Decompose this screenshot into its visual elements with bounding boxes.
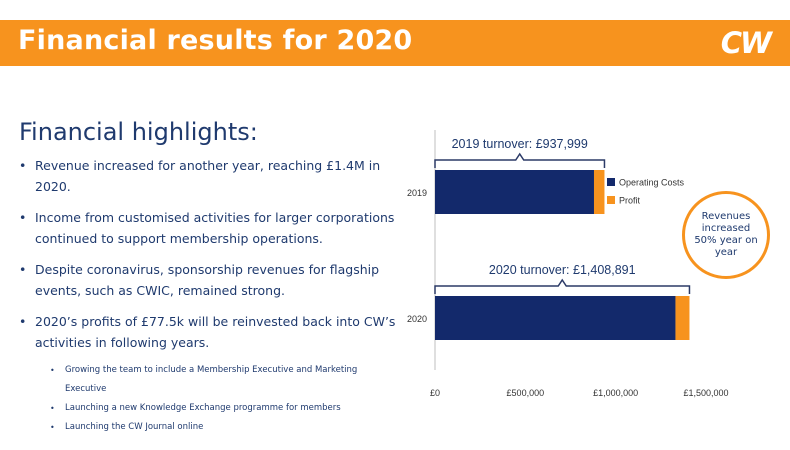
growth-callout-text: Revenues increased 50% year on year xyxy=(694,211,758,258)
highlights-title: Financial highlights: xyxy=(19,118,258,146)
bar-2019-profit xyxy=(593,170,605,214)
reinvestment-item: Growing the team to include a Membership… xyxy=(17,361,397,399)
highlight-bullet: Income from customised activities for la… xyxy=(17,207,397,249)
legend-label-operating-costs: Operating Costs xyxy=(619,178,685,188)
reinvestment-list: Growing the team to include a Membership… xyxy=(17,361,397,437)
highlight-bullet: 2020’s profits of £77.5k will be reinves… xyxy=(17,311,397,353)
bar-2020-operating-costs xyxy=(435,296,676,340)
bar-2020-profit xyxy=(675,296,690,340)
category-label-2019: 2019 xyxy=(407,188,427,198)
x-tick-label: £0 xyxy=(430,388,440,398)
turnover-annotation-2020: 2020 turnover: £1,408,891 xyxy=(489,263,636,277)
turnover-bracket-2020 xyxy=(434,278,691,294)
x-tick-label: £1,500,000 xyxy=(683,388,728,398)
highlights-list: Revenue increased for another year, reac… xyxy=(17,155,397,437)
legend-swatch-profit xyxy=(607,196,615,204)
turnover-annotation-2019: 2019 turnover: £937,999 xyxy=(452,137,588,151)
category-label-2020: 2020 xyxy=(407,314,427,324)
turnover-bracket-2019 xyxy=(434,152,606,168)
legend-swatch-operating-costs xyxy=(607,178,615,186)
legend-label-profit: Profit xyxy=(619,196,641,206)
x-tick-label: £500,000 xyxy=(507,388,545,398)
reinvestment-item: Launching the CW Journal online xyxy=(17,418,397,437)
cw-logo: CW xyxy=(720,26,772,60)
bar-2019-operating-costs xyxy=(435,170,594,214)
growth-callout: Revenues increased 50% year on year xyxy=(682,191,770,279)
x-tick-label: £1,000,000 xyxy=(593,388,638,398)
header-bar: Financial results for 2020 CW xyxy=(0,20,790,66)
highlight-bullet: Revenue increased for another year, reac… xyxy=(17,155,397,197)
page-title: Financial results for 2020 xyxy=(18,25,413,56)
highlight-bullet: Despite coronavirus, sponsorship revenue… xyxy=(17,259,397,301)
reinvestment-item: Launching a new Knowledge Exchange progr… xyxy=(17,399,397,418)
